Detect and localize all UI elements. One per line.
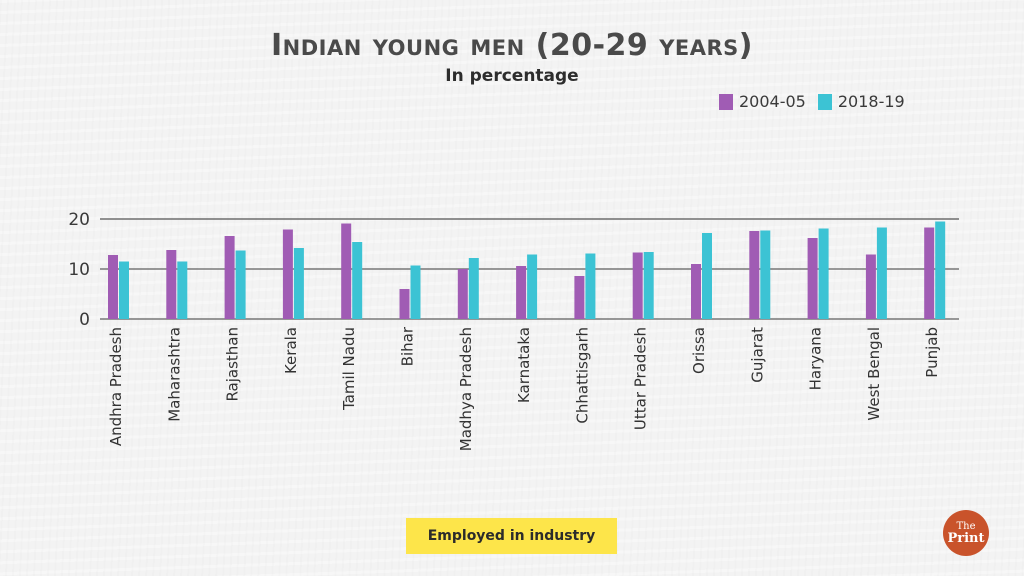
topic-tag-label: Employed in industry: [427, 528, 596, 544]
bar-2018-19-kerala: [293, 248, 304, 319]
logo-line1: The: [956, 520, 976, 532]
bar-2004-05-andhra-pradesh: [108, 255, 118, 319]
bar-2018-19-tamil-nadu: [352, 242, 363, 319]
bar-2018-19-chhattisgarh: [585, 253, 596, 319]
x-tick-label: Rajasthan: [224, 327, 242, 402]
x-tick-label: Punjab: [923, 327, 941, 378]
chart-title: Indian young men (20-29 years): [270, 28, 754, 63]
bar-2004-05-haryana: [807, 238, 818, 319]
bar-2004-05-west-bengal: [865, 254, 876, 319]
bar-2004-05-gujarat: [749, 231, 760, 319]
bar-2004-05-orissa: [691, 264, 701, 319]
bar-2018-19-haryana: [818, 228, 829, 319]
x-tick-label: Maharashtra: [165, 327, 183, 422]
topic-tag: Employed in industry: [406, 518, 617, 554]
bar-2004-05-maharashtra: [166, 250, 177, 319]
x-tick-label: West Bengal: [865, 327, 883, 421]
x-tick-label: Tamil Nadu: [340, 327, 358, 411]
bar-2004-05-punjab: [924, 227, 935, 319]
bar-2004-05-karnataka: [516, 266, 527, 319]
bar-2018-19-orissa: [702, 233, 712, 319]
bar-2018-19-maharashtra: [177, 261, 188, 319]
y-tick-label-10: 10: [68, 260, 90, 280]
logo-line2: Print: [947, 530, 985, 546]
legend: 2004-05 2018-19: [719, 92, 917, 111]
legend-swatch-2018-19: [817, 93, 832, 110]
legend-item-2004-05: 2004-05: [719, 92, 806, 111]
bar-2018-19-punjab: [935, 221, 946, 319]
legend-label-2004-05: 2004-05: [739, 92, 806, 111]
bar-2018-19-uttar-pradesh: [643, 252, 654, 319]
bar-2004-05-madhya-pradesh: [457, 269, 468, 319]
bar-2018-19-madhya-pradesh: [468, 258, 479, 319]
x-tick-label: Karnataka: [515, 327, 533, 403]
x-tick-label: Bihar: [399, 326, 417, 366]
bar-2004-05-bihar: [399, 289, 410, 319]
bar-2004-05-rajasthan: [224, 236, 235, 319]
x-tick-label: Gujarat: [748, 327, 766, 383]
bar-2004-05-kerala: [282, 229, 293, 319]
bar-2004-05-chhattisgarh: [574, 276, 585, 319]
bar-2018-19-andhra-pradesh: [119, 261, 129, 319]
x-tick-label: Andhra Pradesh: [107, 327, 125, 446]
bar-2004-05-uttar-pradesh: [632, 252, 643, 319]
legend-swatch-2004-05: [719, 93, 733, 110]
x-tick-label: Chhattisgarh: [573, 327, 591, 424]
legend-label-2018-19: 2018-19: [837, 92, 905, 111]
bar-2018-19-gujarat: [760, 230, 771, 319]
x-tick-label: Madhya Pradesh: [457, 327, 475, 451]
x-tick-label: Kerala: [282, 327, 300, 374]
bar-2004-05-tamil-nadu: [341, 223, 352, 319]
bar-2018-19-bihar: [410, 265, 421, 319]
bar-2018-19-karnataka: [527, 254, 538, 319]
legend-item-2018-19: 2018-19: [817, 92, 905, 111]
y-tick-label-0: 0: [79, 310, 90, 330]
x-tick-label: Uttar Pradesh: [632, 327, 650, 430]
bar-2018-19-rajasthan: [235, 250, 246, 319]
x-tick-label: Haryana: [807, 327, 825, 390]
y-tick-label-20: 20: [68, 210, 90, 230]
theprint-logo: The Print: [943, 510, 989, 556]
x-tick-label: Orissa: [690, 327, 708, 374]
chart-subtitle: In percentage: [445, 66, 579, 86]
bar-2018-19-west-bengal: [876, 227, 887, 319]
